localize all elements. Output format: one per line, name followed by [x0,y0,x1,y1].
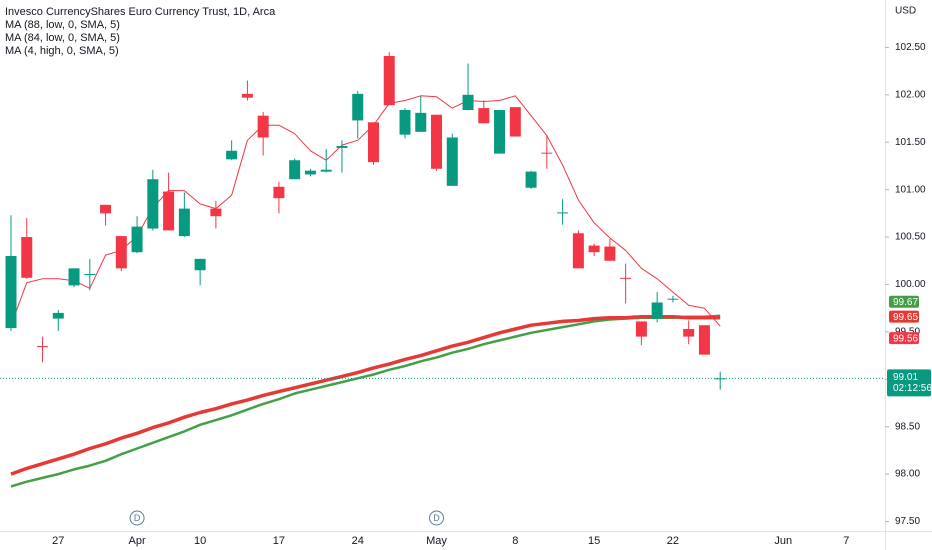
candle-body [698,325,710,355]
candle-body [588,245,600,253]
x-tick-label: 15 [588,535,600,547]
candle-body [604,246,616,261]
ma-value-label: 99.56 [893,333,918,344]
y-tick-label: 100.00 [895,279,926,290]
candle-body [494,109,506,154]
x-tick-label: 27 [52,535,64,547]
x-tick-label: Apr [129,535,146,547]
x-tick-label: 7 [843,535,849,547]
dividend-marker [429,510,445,526]
x-tick-label: 17 [273,535,285,547]
x-tick-label: Jun [774,535,792,547]
candle-body [446,137,458,186]
y-tick-label: 101.50 [895,137,926,148]
candle-body [557,212,569,214]
candle-body [37,346,49,348]
currency-label: USD [895,6,916,17]
candle-body [241,93,253,98]
candle-body [178,208,190,237]
legend-entry: MA (84, low, 0, SMA, 5) [5,32,120,44]
candle-body [68,268,80,286]
candle-body [399,109,411,135]
candle-body [336,146,348,148]
candle-body [210,208,222,217]
candle-body [304,170,316,175]
price-label-box [887,369,931,397]
ma-line [10,314,721,476]
x-tick-label: 10 [194,535,206,547]
y-tick-label: 98.50 [895,421,920,432]
candle-body [194,258,206,271]
legend-entry: MA (4, high, 0, SMA, 5) [5,45,119,57]
candle-body [415,112,427,132]
candle-body [147,179,159,229]
y-tick-label: 102.00 [895,89,926,100]
candle-body [131,226,143,253]
y-tick-label: 101.00 [895,184,926,195]
ma-line [10,314,721,488]
y-tick-label: 97.50 [895,516,920,527]
candle-body [273,186,285,199]
candle-body [572,233,584,269]
candle-body [163,191,175,231]
legend-entry: MA (88, low, 0, SMA, 5) [5,19,120,31]
candle-body [525,171,537,188]
price-label: 99.01 [893,372,918,383]
candle-body [367,122,379,163]
candle-body [620,277,632,279]
candle-body [509,107,521,137]
candle-body [84,274,96,276]
candle-body [115,236,127,269]
countdown-label: 02:12:56 [893,383,932,394]
candle-body [635,321,647,337]
dividend-label: D [433,513,440,523]
candle-body [667,298,679,300]
x-tick-label: 8 [512,535,518,547]
candle-body [320,169,332,172]
dividend-label: D [134,513,141,523]
dividend-marker [129,510,145,526]
candle-body [5,256,17,329]
ma-value-label: 99.65 [893,312,918,323]
candle-body [289,160,301,180]
y-tick-label: 98.00 [895,469,920,480]
candle-body [21,237,33,278]
x-tick-label: May [426,535,447,547]
candle-body [478,108,490,124]
x-tick-label: 22 [667,535,679,547]
candle-body [352,93,364,121]
ma-value-label: 99.67 [893,297,918,308]
y-tick-label: 100.50 [895,232,926,243]
y-tick-label: 99.50 [895,327,920,338]
chart-title: Invesco CurrencyShares Euro Currency Tru… [5,6,276,18]
candle-body [383,55,395,106]
candle-body [226,150,238,160]
candle-body [651,302,663,319]
ma-value-box [889,332,919,345]
candle-body [683,329,695,337]
y-tick-label: 102.50 [895,42,926,53]
candle-body [431,114,443,169]
x-tick-label: 24 [352,535,364,547]
candle-body [100,204,112,214]
ma-value-box [889,295,919,308]
candle-body [52,312,64,319]
ma-value-box [889,310,919,323]
candle-body [541,152,553,154]
ma-line [10,95,721,327]
candle-body [257,115,269,138]
candle-body [462,94,474,110]
